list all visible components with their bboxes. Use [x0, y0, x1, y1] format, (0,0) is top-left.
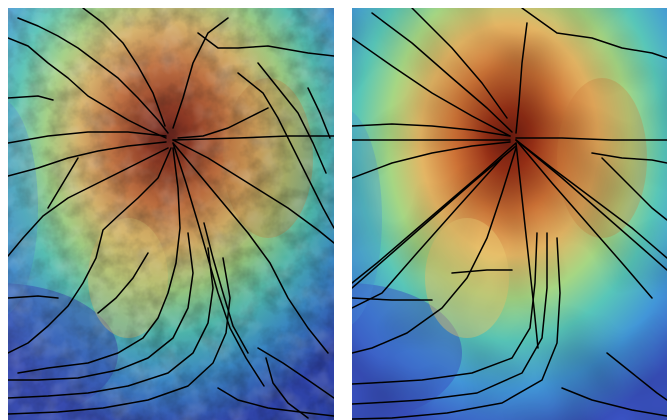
stream: [515, 137, 667, 141]
stream: [352, 147, 517, 354]
stream: [515, 139, 653, 299]
stream: [371, 12, 513, 133]
stream: [217, 387, 334, 417]
left-elevation-map: [8, 8, 334, 420]
right-map-svg: [352, 8, 667, 420]
stream: [8, 247, 214, 399]
stream: [352, 142, 517, 284]
stream: [8, 147, 169, 257]
stream: [257, 347, 334, 399]
stream: [352, 37, 511, 137]
stream: [352, 157, 503, 309]
stream: [8, 257, 231, 415]
stream: [257, 62, 327, 174]
stream: [237, 72, 334, 229]
stream: [352, 237, 561, 420]
stream: [8, 232, 194, 381]
stream: [97, 252, 149, 314]
stream: [8, 295, 59, 299]
stream: [591, 152, 667, 164]
stream: [451, 269, 513, 274]
stream: [606, 352, 667, 401]
stream: [515, 139, 667, 271]
stream: [352, 145, 517, 289]
hillshade-tone: [8, 8, 334, 420]
stream: [8, 95, 54, 101]
stream: [177, 107, 269, 139]
stream: [172, 17, 229, 129]
stream: [82, 8, 166, 127]
stream: [352, 141, 511, 179]
stream: [352, 297, 433, 301]
stream: [515, 22, 528, 134]
stream: [515, 139, 667, 259]
stream: [515, 142, 539, 349]
stream: [265, 357, 309, 419]
stream: [307, 87, 331, 139]
stream: [8, 37, 167, 139]
stream: [172, 135, 334, 141]
stream: [203, 222, 249, 354]
stream: [8, 147, 172, 354]
left-map-svg: [8, 8, 334, 420]
drainage-network: [352, 8, 667, 420]
stream: [411, 8, 508, 119]
stream: [172, 142, 265, 387]
stream: [352, 123, 511, 137]
stream: [352, 232, 548, 405]
stream: [8, 141, 167, 177]
stream: [17, 147, 181, 374]
stream: [172, 139, 334, 244]
stream: [352, 232, 538, 385]
drainage-network: [8, 8, 334, 419]
stream: [521, 8, 667, 59]
stream: [8, 131, 167, 144]
stream: [47, 157, 79, 209]
stream: [197, 32, 334, 57]
stream: [172, 142, 329, 354]
stream: [601, 157, 667, 221]
stream: [561, 387, 667, 417]
stream: [17, 17, 169, 134]
right-elevation-map: [352, 8, 667, 420]
